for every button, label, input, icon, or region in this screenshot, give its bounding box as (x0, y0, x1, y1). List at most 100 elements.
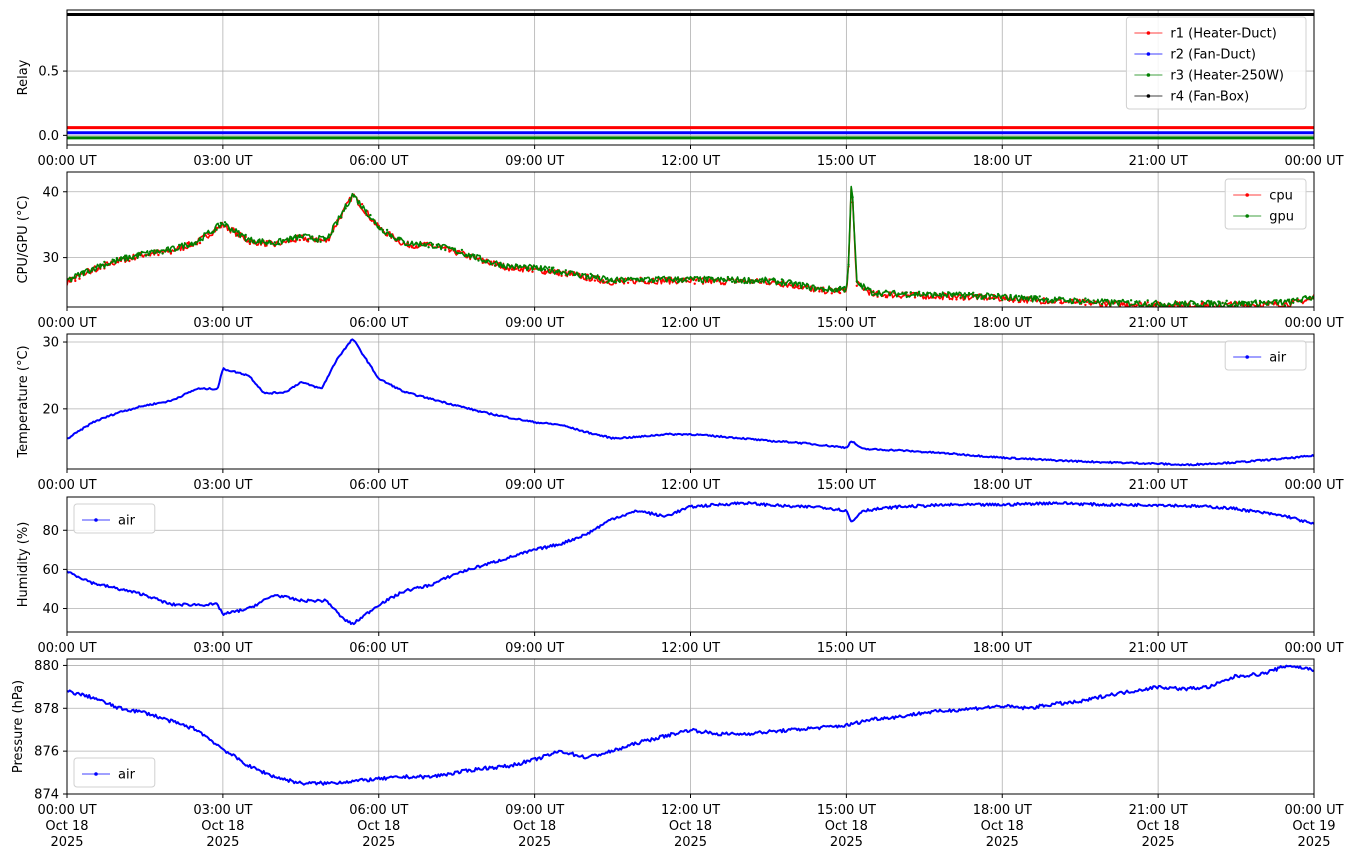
data-point (922, 291, 925, 295)
data-point (1100, 302, 1104, 306)
data-point (232, 230, 235, 233)
data-point (252, 239, 256, 242)
data-point (876, 292, 879, 295)
data-point (336, 222, 339, 226)
data-point (1246, 301, 1249, 304)
y-axis-label: Temperature (°C) (16, 345, 31, 458)
data-point (182, 245, 185, 248)
data-point (809, 287, 813, 290)
data-point (452, 247, 455, 250)
data-point (340, 216, 343, 219)
data-point (893, 290, 896, 293)
data-point (1146, 299, 1149, 302)
data-point (909, 291, 912, 294)
data-point (286, 237, 289, 240)
data-point (805, 287, 809, 290)
data-point (838, 291, 842, 295)
data-point (548, 266, 551, 269)
data-point (938, 297, 942, 300)
series-line (67, 664, 1314, 786)
data-point (1059, 297, 1062, 300)
data-point (1125, 301, 1129, 304)
x-tick-label: 18:00 UT (973, 641, 1032, 656)
data-point (972, 291, 975, 294)
data-point (976, 293, 979, 297)
data-point (826, 289, 829, 292)
data-point (930, 293, 933, 296)
data-point (847, 263, 850, 266)
data-point (535, 267, 538, 270)
data-point (730, 280, 734, 283)
data-point (157, 253, 160, 257)
data-point (1296, 297, 1299, 300)
data-point (992, 297, 996, 301)
x-tick-label: 21:00 UT (1129, 478, 1188, 493)
data-point (693, 276, 696, 279)
data-point (585, 277, 588, 280)
x-tick-label: 09:00 UT Oct 18 2025 (505, 803, 564, 850)
y-axis-label: Pressure (hPa) (11, 680, 26, 773)
data-point (685, 279, 688, 282)
legend-box (73, 757, 156, 788)
data-point (1154, 303, 1158, 306)
data-point (1308, 295, 1312, 299)
data-point (1117, 299, 1120, 303)
y-tick-label: 880 (34, 659, 59, 674)
data-point (74, 276, 77, 279)
legend-marker (1146, 31, 1151, 35)
data-point (90, 269, 94, 272)
series-group (67, 338, 1314, 467)
data-point (647, 280, 651, 283)
data-point (572, 273, 576, 277)
data-point (1254, 301, 1258, 304)
data-point (543, 268, 547, 271)
data-point (597, 277, 601, 280)
data-point (681, 277, 684, 280)
data-point (473, 254, 476, 257)
data-point (423, 242, 426, 246)
data-point (435, 243, 439, 247)
data-point (1084, 303, 1087, 307)
data-point (439, 247, 443, 250)
x-tick-label: 03:00 UT (193, 478, 252, 493)
data-point (331, 230, 335, 233)
x-tick-label: 03:00 UT (193, 641, 252, 656)
y-axis-label: Relay (16, 59, 31, 95)
data-point (776, 281, 779, 285)
data-point (1213, 301, 1216, 304)
data-point (884, 290, 888, 293)
data-point (751, 281, 755, 284)
data-point (319, 238, 322, 241)
data-point (801, 281, 804, 285)
data-point (128, 255, 131, 258)
data-point (1021, 296, 1025, 299)
data-point (385, 228, 389, 232)
data-point (215, 228, 218, 231)
data-point (701, 281, 705, 284)
x-tick-label: 03:00 UT Oct 18 2025 (193, 803, 252, 850)
data-point (722, 279, 725, 283)
data-point (1146, 301, 1149, 304)
data-point (1192, 302, 1195, 305)
x-tick-label: 00:00 UT (1284, 154, 1343, 169)
data-point (743, 281, 746, 285)
legend: air (1224, 340, 1307, 371)
data-point (639, 277, 642, 281)
data-point (855, 280, 858, 283)
data-point (1229, 301, 1233, 304)
data-point (1038, 295, 1041, 298)
x-tick-label: 00:00 UT (37, 478, 96, 493)
x-tick-label: 18:00 UT (973, 316, 1032, 331)
data-point (523, 264, 526, 267)
data-point (103, 260, 106, 264)
data-point (111, 258, 114, 261)
data-point (1092, 299, 1095, 302)
legend-marker (94, 518, 98, 522)
data-point (1059, 301, 1062, 304)
data-point (186, 244, 189, 248)
data-point (431, 243, 434, 246)
data-point (868, 287, 871, 290)
data-point (984, 295, 987, 298)
data-point (518, 265, 522, 268)
data-point (1088, 301, 1091, 304)
